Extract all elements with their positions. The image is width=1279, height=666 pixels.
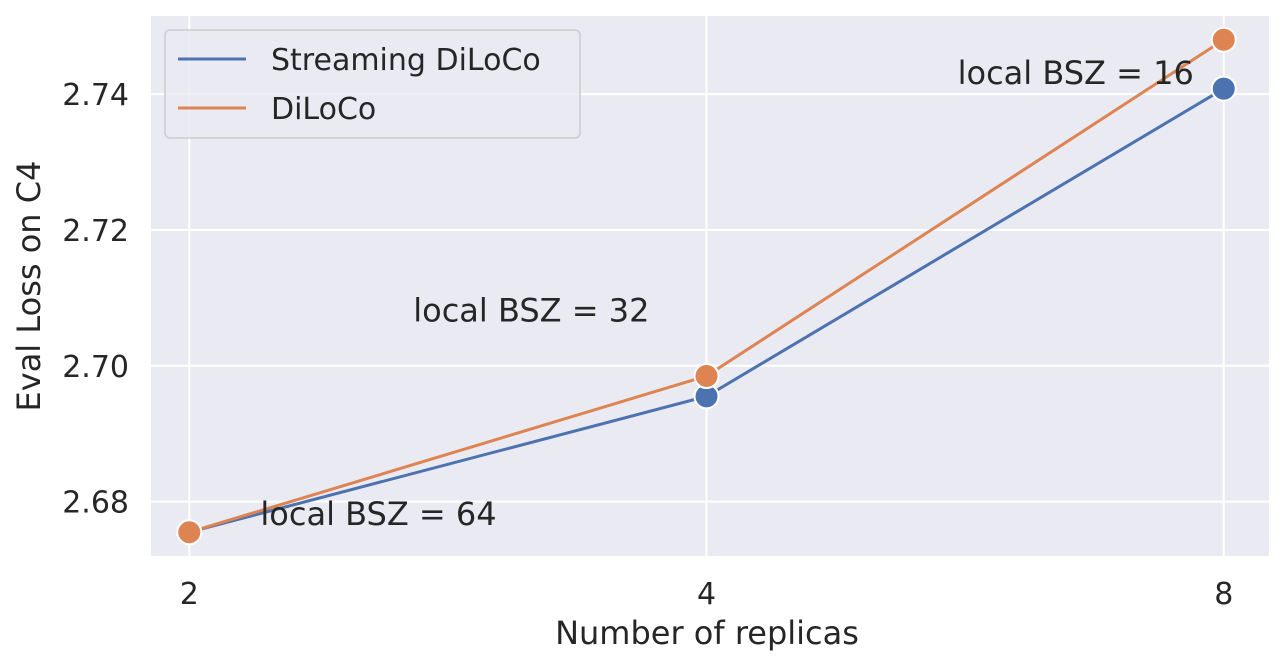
data-point-streaming-diloco [1210, 75, 1237, 102]
tick-labels: 2.68 2.70 2.72 2.74 2 4 8 [62, 78, 1233, 612]
series-markers [176, 26, 1237, 546]
x-tick-label: 4 [697, 577, 716, 612]
legend-box [164, 29, 581, 139]
legend-label-diloco: DiLoCo [271, 92, 376, 127]
y-tick-label: 2.72 [62, 214, 129, 249]
x-tick-label: 2 [180, 577, 199, 612]
y-tick-label: 2.74 [62, 78, 129, 113]
y-tick-label: 2.70 [62, 350, 129, 385]
legend: Streaming DiLoCo DiLoCo [164, 29, 581, 139]
annotation-label: local BSZ = 32 [413, 292, 649, 330]
annotation-label: local BSZ = 16 [958, 54, 1194, 92]
data-point-diloco [1210, 26, 1237, 53]
y-tick-label: 2.68 [62, 486, 129, 521]
x-tick-label: 8 [1214, 577, 1233, 612]
annotation-label: local BSZ = 64 [260, 495, 496, 533]
annotations: local BSZ = 64 local BSZ = 32 local BSZ = … [260, 54, 1193, 533]
data-point-diloco [176, 519, 203, 546]
x-axis-label: Number of replicas [555, 614, 859, 652]
y-axis-label: Eval Loss on C4 [10, 161, 48, 412]
data-point-diloco [693, 363, 720, 389]
legend-label-streaming-diloco: Streaming DiLoCo [271, 43, 541, 78]
